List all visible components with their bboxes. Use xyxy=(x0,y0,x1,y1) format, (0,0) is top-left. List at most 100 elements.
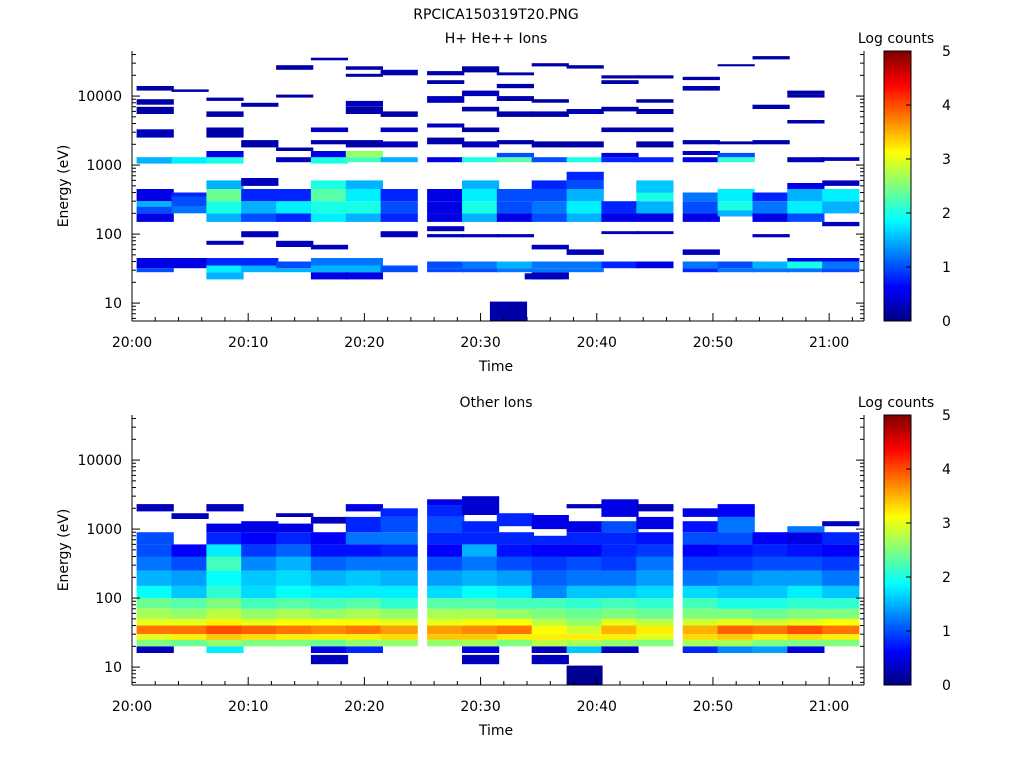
heatmap-cell xyxy=(531,189,569,202)
colorbar-segment xyxy=(884,56,911,60)
colorbar-segment xyxy=(884,250,911,254)
heatmap-cell xyxy=(566,618,604,626)
colorbar-segment xyxy=(884,237,911,241)
heatmap-cell xyxy=(787,526,825,533)
colorbar-segment xyxy=(884,630,911,634)
colorbar-segment xyxy=(884,102,911,106)
heatmap-cell xyxy=(531,180,569,189)
heatmap-cell xyxy=(717,504,755,517)
colorbar-segment xyxy=(884,579,911,583)
heatmap-cell xyxy=(462,127,500,133)
heatmap-cell xyxy=(636,213,674,222)
heatmap-cell xyxy=(636,504,674,512)
heatmap-cell xyxy=(601,556,639,571)
colorbar-segment xyxy=(884,296,911,300)
heatmap-cell xyxy=(822,585,860,599)
colorbar-segment xyxy=(884,77,911,81)
heatmap-cell xyxy=(462,585,500,599)
colorbar-segment xyxy=(884,85,911,90)
heatmap-cell xyxy=(636,192,674,202)
heatmap-cell xyxy=(276,639,314,647)
heatmap-cell xyxy=(136,201,174,207)
colorbar-segment xyxy=(884,180,911,184)
heatmap-cell xyxy=(427,499,465,506)
colorbar-segment xyxy=(884,501,911,505)
heatmap-cell xyxy=(601,646,639,653)
colorbar-frame xyxy=(883,50,912,322)
colorbar-segment xyxy=(884,606,911,610)
colorbar-segment xyxy=(884,436,911,440)
colorbar-segment xyxy=(884,188,911,192)
heatmap-cell xyxy=(752,261,790,269)
colorbar-segment xyxy=(884,430,911,435)
colorbar-segment xyxy=(884,563,911,567)
colorbar-segment xyxy=(884,150,911,154)
heatmap-cell xyxy=(636,532,674,545)
heatmap-cell xyxy=(531,654,569,665)
heatmap-cell xyxy=(276,94,314,98)
heatmap-cell xyxy=(496,608,534,619)
heatmap-cell xyxy=(171,570,209,586)
heatmap-cell xyxy=(752,618,790,626)
heatmap-cell xyxy=(717,532,755,545)
heatmap-cell xyxy=(566,639,604,647)
heatmap-cell xyxy=(601,201,639,214)
heatmap-cell xyxy=(171,556,209,571)
heatmap-cells xyxy=(136,496,860,685)
heatmap-cell xyxy=(345,265,383,273)
heatmap-cell xyxy=(822,201,860,214)
colorbar-segment xyxy=(884,115,911,119)
heatmap-cell xyxy=(531,157,569,163)
heatmap-cell xyxy=(531,618,569,626)
heatmap-cell xyxy=(717,634,755,640)
heatmap-cell xyxy=(752,104,790,109)
heatmap-cell xyxy=(531,625,569,635)
heatmap-cell xyxy=(427,261,465,269)
heatmap-cell xyxy=(171,598,209,609)
heatmap-cell xyxy=(531,268,569,273)
x-tick-label: 20:30 xyxy=(460,335,500,351)
heatmap-cell xyxy=(636,231,674,235)
colorbar-segment xyxy=(884,269,911,273)
colorbar-segment xyxy=(884,538,911,543)
heatmap-cell xyxy=(310,258,349,266)
heatmap-cell xyxy=(752,608,790,619)
figure-title: RPCICA150319T20.PNG xyxy=(413,7,578,23)
heatmap-cell xyxy=(822,261,860,269)
heatmap-cell xyxy=(752,544,790,557)
colorbar-segment xyxy=(884,571,911,575)
colorbar-segment xyxy=(884,255,911,260)
heatmap-cell xyxy=(601,75,639,79)
colorbar-segment xyxy=(884,231,911,235)
heatmap-cell xyxy=(489,301,528,321)
heatmap-cell xyxy=(136,608,174,619)
heatmap-cell xyxy=(380,141,418,148)
heatmap-cell xyxy=(566,141,604,148)
heatmap-cell xyxy=(566,213,604,222)
colorbar-segment xyxy=(884,574,911,578)
colorbar-segment xyxy=(884,673,911,678)
colorbar-segment xyxy=(884,212,911,216)
heatmap-cell xyxy=(682,192,720,202)
heatmap-cell xyxy=(206,634,244,640)
colorbar-segment xyxy=(884,288,911,292)
heatmap-cell xyxy=(531,608,569,619)
colorbar-segment xyxy=(884,476,911,481)
colorbar-tick-label: 4 xyxy=(942,462,951,478)
colorbar-segment xyxy=(884,120,911,125)
heatmap-cell xyxy=(276,201,314,214)
heatmap-cell xyxy=(241,532,279,545)
heatmap-cell xyxy=(427,226,465,232)
colorbar-segment xyxy=(884,511,911,516)
heatmap-cell xyxy=(531,634,569,640)
heatmap-cell xyxy=(717,639,755,647)
heatmap-cell xyxy=(345,189,383,202)
heatmap-cell xyxy=(136,258,174,262)
heatmap-cell xyxy=(171,513,209,519)
heatmap-cell xyxy=(531,556,569,571)
heatmap-cell xyxy=(636,127,674,133)
heatmap-cell xyxy=(787,625,825,635)
colorbar-segment xyxy=(884,107,911,111)
heatmap-cell xyxy=(531,544,569,557)
heatmap-cell xyxy=(787,261,825,269)
